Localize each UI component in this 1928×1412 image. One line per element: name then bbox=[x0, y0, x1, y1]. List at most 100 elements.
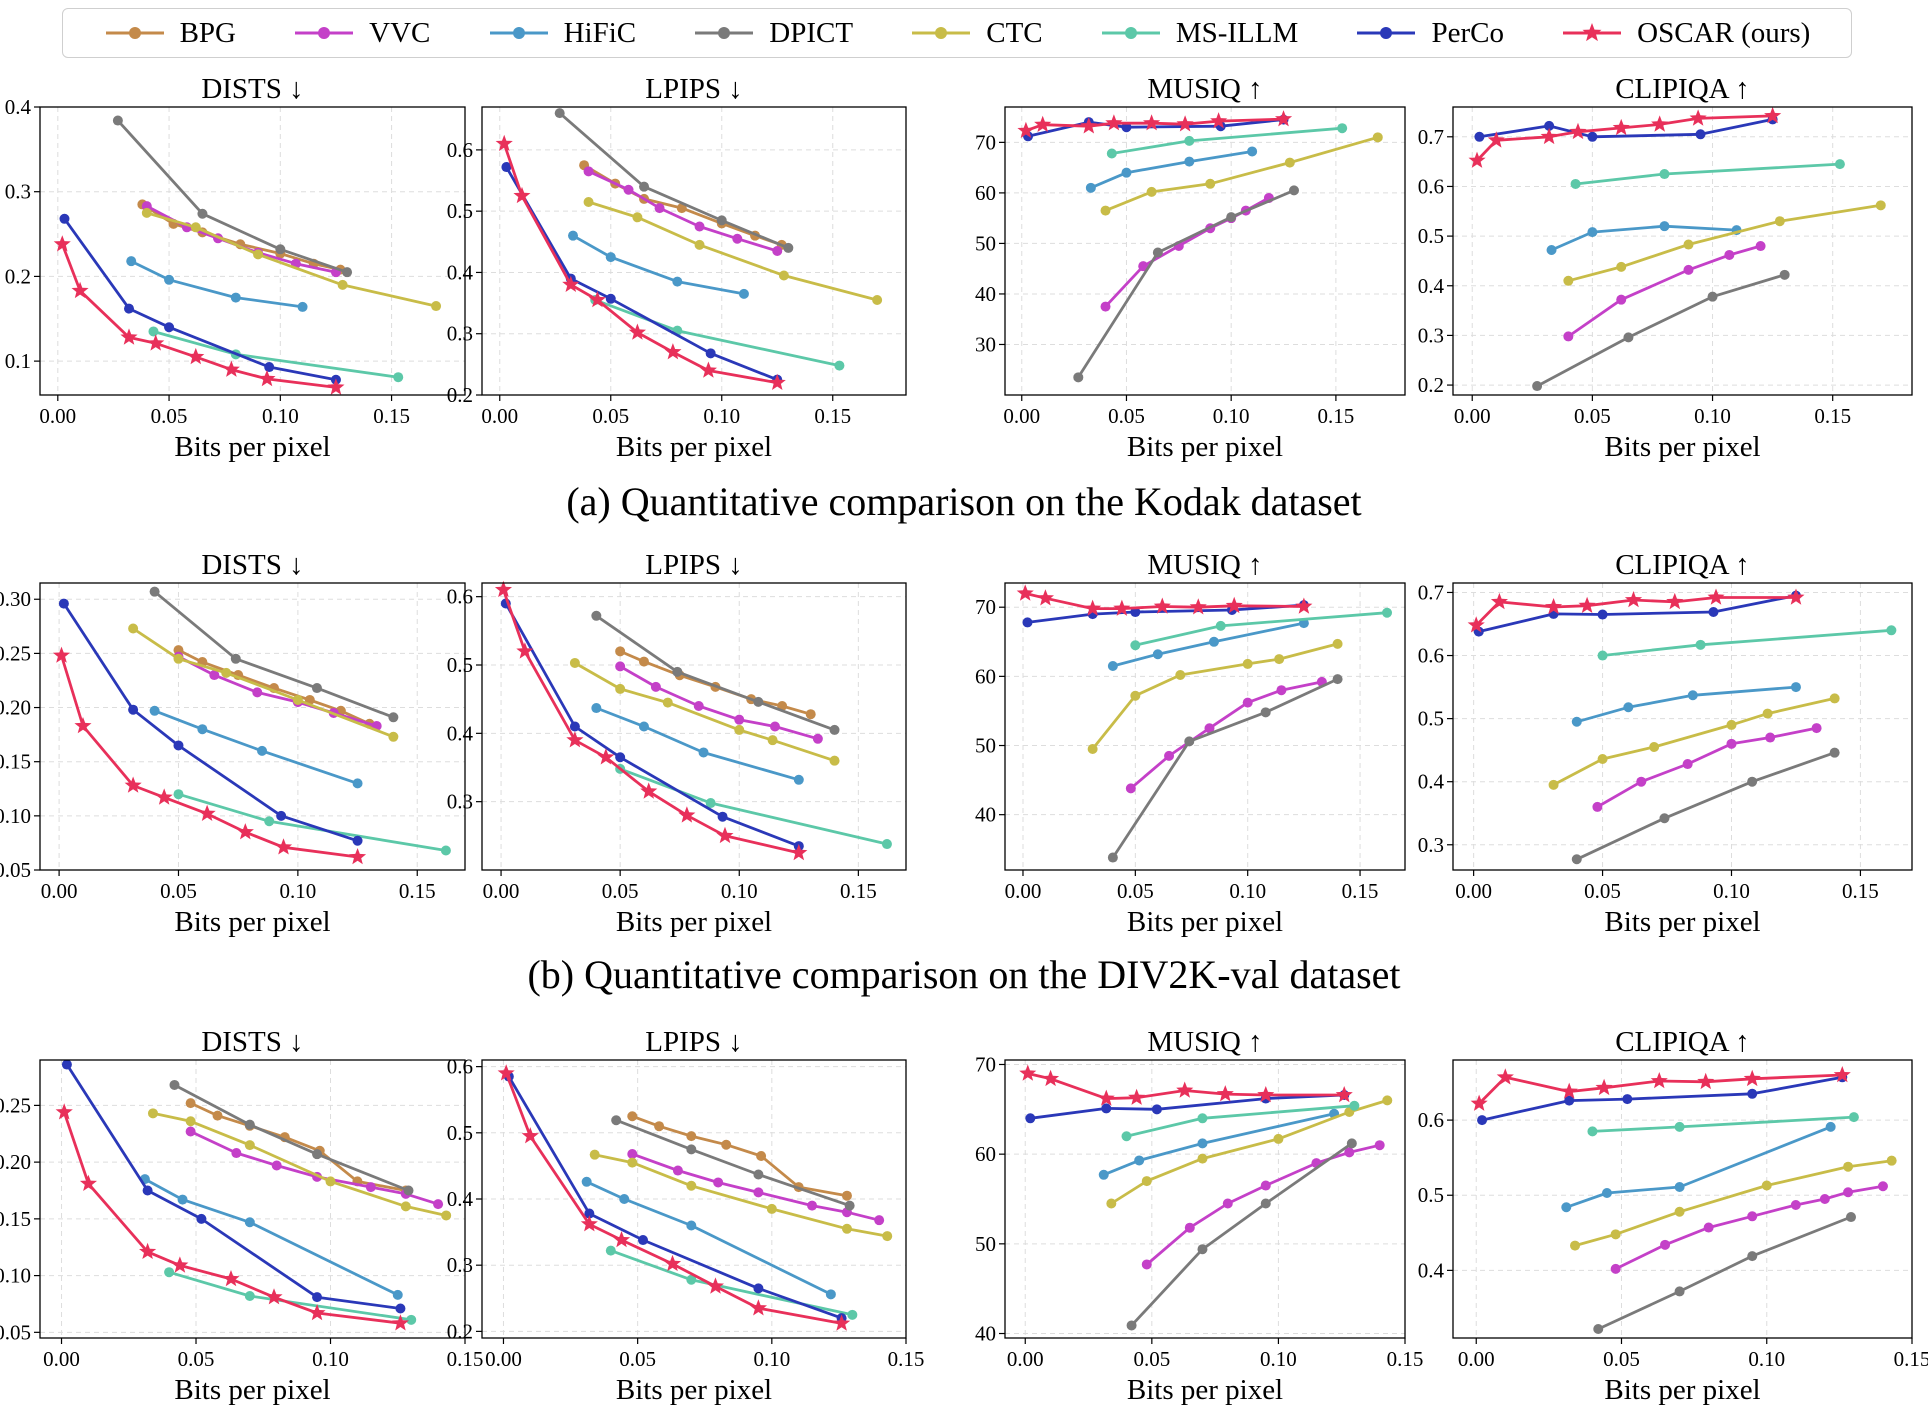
data-point bbox=[615, 646, 626, 657]
data-point bbox=[221, 667, 232, 678]
data-point bbox=[1382, 1095, 1393, 1106]
data-point bbox=[569, 721, 580, 732]
data-point bbox=[1790, 682, 1801, 693]
series-vvc bbox=[141, 201, 341, 278]
data-point bbox=[1106, 148, 1117, 159]
data-point bbox=[1242, 697, 1253, 708]
series-line bbox=[1478, 1073, 1843, 1105]
data-point bbox=[501, 162, 512, 173]
data-point-star bbox=[1689, 109, 1707, 126]
series-ms-illm bbox=[173, 789, 451, 856]
data-point-star bbox=[124, 776, 142, 793]
data-point bbox=[654, 203, 665, 214]
data-point bbox=[778, 270, 789, 281]
data-point bbox=[148, 326, 159, 337]
data-point bbox=[1242, 658, 1253, 669]
legend-swatch-vvc bbox=[295, 27, 354, 39]
data-point-star bbox=[516, 642, 534, 659]
x-axis-label: Bits per pixel bbox=[1127, 431, 1283, 463]
x-axis-label: Bits per pixel bbox=[1604, 431, 1760, 463]
legend-label: CTC bbox=[986, 16, 1043, 49]
series-dpict bbox=[149, 586, 399, 723]
y-tick-label: 30 bbox=[975, 332, 996, 356]
data-point-star bbox=[597, 748, 615, 765]
legend-item-oscar-ours: OSCAR (ours) bbox=[1561, 17, 1810, 50]
series-line bbox=[610, 1249, 853, 1317]
legend-label: BPG bbox=[179, 16, 236, 49]
y-tick-label: 0.2 bbox=[5, 264, 31, 288]
data-point-star bbox=[1105, 114, 1123, 131]
series-oscar-ours bbox=[494, 580, 808, 861]
chart-title: DISTS ↓ bbox=[201, 549, 303, 581]
x-tick-label: 0.05 bbox=[151, 404, 188, 428]
series-ms-illm bbox=[1597, 625, 1897, 661]
data-point bbox=[1289, 185, 1300, 196]
data-point bbox=[392, 1289, 403, 1300]
data-point bbox=[1022, 617, 1033, 628]
data-point bbox=[441, 1210, 452, 1221]
x-tick-label: 0.05 bbox=[160, 879, 197, 903]
series-ms-illm bbox=[1587, 1112, 1859, 1137]
series-vvc bbox=[615, 661, 823, 744]
x-axis-label: Bits per pixel bbox=[616, 1374, 772, 1406]
data-point bbox=[1687, 690, 1698, 701]
data-point bbox=[825, 1289, 836, 1300]
data-point bbox=[244, 1140, 255, 1151]
x-tick-label: 0.05 bbox=[619, 1347, 656, 1371]
x-axis-label: Bits per pixel bbox=[174, 431, 330, 463]
y-tick-label: 0.15 bbox=[0, 750, 31, 774]
data-point bbox=[1683, 239, 1694, 250]
y-tick-label: 0.6 bbox=[1418, 644, 1444, 668]
data-point bbox=[672, 1165, 683, 1176]
data-point-star bbox=[222, 1270, 240, 1287]
data-point bbox=[1774, 216, 1785, 227]
data-point bbox=[605, 1245, 616, 1256]
series-line bbox=[595, 614, 835, 732]
data-point bbox=[1372, 132, 1383, 143]
series-ctc bbox=[147, 1108, 452, 1221]
data-point bbox=[185, 1116, 196, 1127]
chart-title: CLIPIQA ↑ bbox=[1615, 549, 1750, 581]
y-tick-label: 0.6 bbox=[447, 585, 473, 609]
data-point bbox=[185, 1098, 196, 1109]
data-point bbox=[1222, 1198, 1233, 1209]
y-tick-label: 0.4 bbox=[1418, 770, 1445, 794]
series-oscar-ours bbox=[1468, 106, 1782, 168]
data-point bbox=[173, 740, 184, 751]
plot-frame bbox=[39, 582, 466, 871]
series-line bbox=[130, 259, 303, 309]
legend-swatch-ctc bbox=[912, 27, 971, 39]
data-point bbox=[1561, 1202, 1572, 1213]
legend-item-ctc: CTC bbox=[910, 16, 1043, 50]
data-point bbox=[1659, 221, 1670, 232]
legend-item-vvc: VVC bbox=[293, 17, 430, 50]
data-point bbox=[1843, 1161, 1854, 1172]
data-point bbox=[650, 681, 661, 692]
series-line bbox=[1475, 114, 1773, 162]
data-point bbox=[252, 687, 263, 698]
data-point-star bbox=[1651, 115, 1669, 132]
data-point bbox=[1587, 1126, 1598, 1137]
series-line bbox=[1552, 697, 1835, 787]
series-dpict bbox=[1073, 185, 1300, 383]
data-point bbox=[772, 246, 783, 256]
chart-title: LPIPS ↓ bbox=[645, 73, 743, 105]
series-line bbox=[507, 1075, 843, 1320]
data-point bbox=[1260, 707, 1271, 718]
data-point bbox=[638, 721, 649, 732]
data-point bbox=[829, 755, 840, 766]
x-tick-label: 0.10 bbox=[262, 404, 299, 428]
data-point-star bbox=[1257, 1086, 1275, 1103]
y-tick-label: 60 bbox=[975, 1142, 996, 1166]
data-point-star bbox=[706, 1277, 724, 1294]
data-point bbox=[1564, 1095, 1575, 1106]
series-oscar-ours bbox=[495, 134, 786, 390]
data-point bbox=[197, 724, 208, 735]
data-point bbox=[1151, 1104, 1162, 1115]
data-point bbox=[173, 653, 184, 664]
data-point bbox=[1121, 167, 1132, 178]
series-perco bbox=[58, 598, 363, 846]
data-point bbox=[1085, 182, 1096, 193]
data-point-star bbox=[1176, 115, 1194, 132]
series-line bbox=[1565, 1125, 1832, 1209]
